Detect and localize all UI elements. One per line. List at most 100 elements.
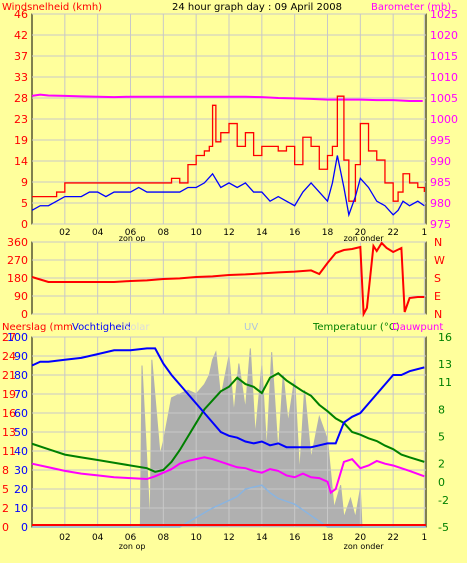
rain-tick-label: 19 <box>2 388 16 401</box>
wind-direction-panel: 360 N 270 W 180 S 90 E 0 N <box>7 236 445 321</box>
hour-tick-label: 02 <box>59 533 70 543</box>
chart-title: 24 hour graph day : 09 April 2008 <box>172 2 342 13</box>
hour-tick-label: 14 <box>256 533 268 543</box>
humidity-tick-label: 10 <box>14 502 28 515</box>
rain-tick-label: 16 <box>2 407 16 420</box>
wind-average-line <box>31 155 425 218</box>
hour-tick-label: 12 <box>223 533 234 543</box>
hour-tick-label: 22 <box>387 228 398 238</box>
temperature-tick-label: 5 <box>438 431 445 444</box>
panel-1-grid <box>32 13 426 225</box>
wind-tick-label: 46 <box>14 8 28 21</box>
hour-tick-label: 08 <box>158 228 170 238</box>
rain-tick-label: 2 <box>2 502 9 515</box>
sun-annotation: zon onder <box>344 542 385 551</box>
humidity-tick-label: 50 <box>14 426 28 439</box>
temperature-tick-label: 16 <box>438 331 452 344</box>
wind-gust-line <box>32 95 426 202</box>
direction-tick-label: 90 <box>14 290 28 303</box>
barometer-tick-label: 975 <box>430 218 451 231</box>
panel-2-series <box>31 241 425 318</box>
wind-direction-line <box>31 241 425 318</box>
humidity-line <box>31 347 425 449</box>
rain-tick-label: 27 <box>2 331 16 344</box>
hour-tick-label: 08 <box>158 533 170 543</box>
rain-tick-label: 0 <box>2 521 9 534</box>
hour-tick-label: 22 <box>387 533 398 543</box>
rain-tick-label: 21 <box>2 369 16 382</box>
panel-2-ticks: 360 N 270 W 180 S 90 E 0 N <box>7 236 445 321</box>
dewpoint-line <box>31 456 425 495</box>
hour-tick-label: 18 <box>322 228 334 238</box>
sun-annotation: zon op <box>119 542 146 551</box>
direction-tick-label: 360 <box>7 236 28 249</box>
hour-tick-label: 20 <box>355 228 367 238</box>
barometer-tick-label: 1015 <box>430 50 458 63</box>
barometer-tick-label: 995 <box>430 134 451 147</box>
compass-tick-label: N <box>434 308 442 321</box>
direction-tick-label: 270 <box>7 254 28 267</box>
sun-annotation: zon onder <box>344 234 385 243</box>
wind-tick-label: 33 <box>14 71 28 84</box>
hour-tick-label: 12 <box>223 228 234 238</box>
humidity-tick-label: 20 <box>14 483 28 496</box>
compass-tick-label: E <box>434 290 441 303</box>
hour-tick-label: 1 <box>421 533 427 543</box>
hour-tick-label: 02 <box>59 228 70 238</box>
rain-tick-label: 5 <box>2 483 9 496</box>
sun-annotation: zon op <box>119 234 146 243</box>
hour-tick-label: 06 <box>125 228 137 238</box>
compass-tick-label: N <box>434 236 442 249</box>
barometer-tick-label: 1020 <box>430 29 458 42</box>
humidity-tick-label: 30 <box>14 464 28 477</box>
humidity-axis-label: Vochtigheid <box>72 322 131 333</box>
humidity-tick-label: 40 <box>14 445 28 458</box>
barometer-tick-label: 1000 <box>430 113 458 126</box>
temperature-tick-label: -2 <box>438 494 449 507</box>
temperature-tick-label: 13 <box>438 358 452 371</box>
temperature-line <box>31 371 425 473</box>
wind-tick-label: 9 <box>21 176 28 189</box>
temperature-tick-label: 0 <box>438 476 445 489</box>
wind-tick-label: 14 <box>14 155 28 168</box>
temperature-tick-label: -5 <box>438 521 449 534</box>
hour-tick-label: 10 <box>190 228 202 238</box>
hour-tick-label: 20 <box>355 533 367 543</box>
hour-tick-label: 14 <box>256 228 268 238</box>
compass-tick-label: W <box>434 254 445 267</box>
wind-tick-label: 0 <box>21 218 28 231</box>
rain-tick-label: 13 <box>2 426 16 439</box>
hour-tick-label: 16 <box>289 533 301 543</box>
panel-3-grid <box>32 336 426 528</box>
humidity-tick-label: 100 <box>7 331 28 344</box>
wind-tick-label: 37 <box>14 50 28 63</box>
wind-tick-label: 28 <box>14 92 28 105</box>
compass-tick-label: S <box>434 272 441 285</box>
rain-tick-label: 24 <box>2 350 16 363</box>
hour-tick-label: 18 <box>322 533 334 543</box>
humidity-tick-label: 60 <box>14 407 28 420</box>
wind-axis-label: Windsnelheid (kmh) <box>2 2 102 13</box>
hour-tick-label: 16 <box>289 228 301 238</box>
humidity-tick-label: 70 <box>14 388 28 401</box>
barometer-line <box>31 93 423 102</box>
temperature-axis-label: Temperatuur (°C) <box>312 322 400 333</box>
barometer-axis-label: Barometer (mb) <box>371 2 451 13</box>
wind-tick-label: 5 <box>21 197 28 210</box>
barometer-tick-label: 980 <box>430 197 451 210</box>
barometer-tick-label: 990 <box>430 155 451 168</box>
humidity-tick-label: 80 <box>14 369 28 382</box>
temperature-tick-label: 11 <box>438 376 452 389</box>
barometer-tick-label: 1025 <box>430 8 458 21</box>
wind-tick-label: 19 <box>14 134 28 147</box>
hour-tick-label: 1 <box>421 228 427 238</box>
uv-line <box>32 484 426 528</box>
barometer-tick-label: 1005 <box>430 92 458 105</box>
hour-tick-label: 04 <box>92 533 104 543</box>
wind-tick-label: 23 <box>14 113 28 126</box>
hour-tick-label: 04 <box>92 228 104 238</box>
rain-axis-label: Neerslag (mm <box>2 322 73 333</box>
